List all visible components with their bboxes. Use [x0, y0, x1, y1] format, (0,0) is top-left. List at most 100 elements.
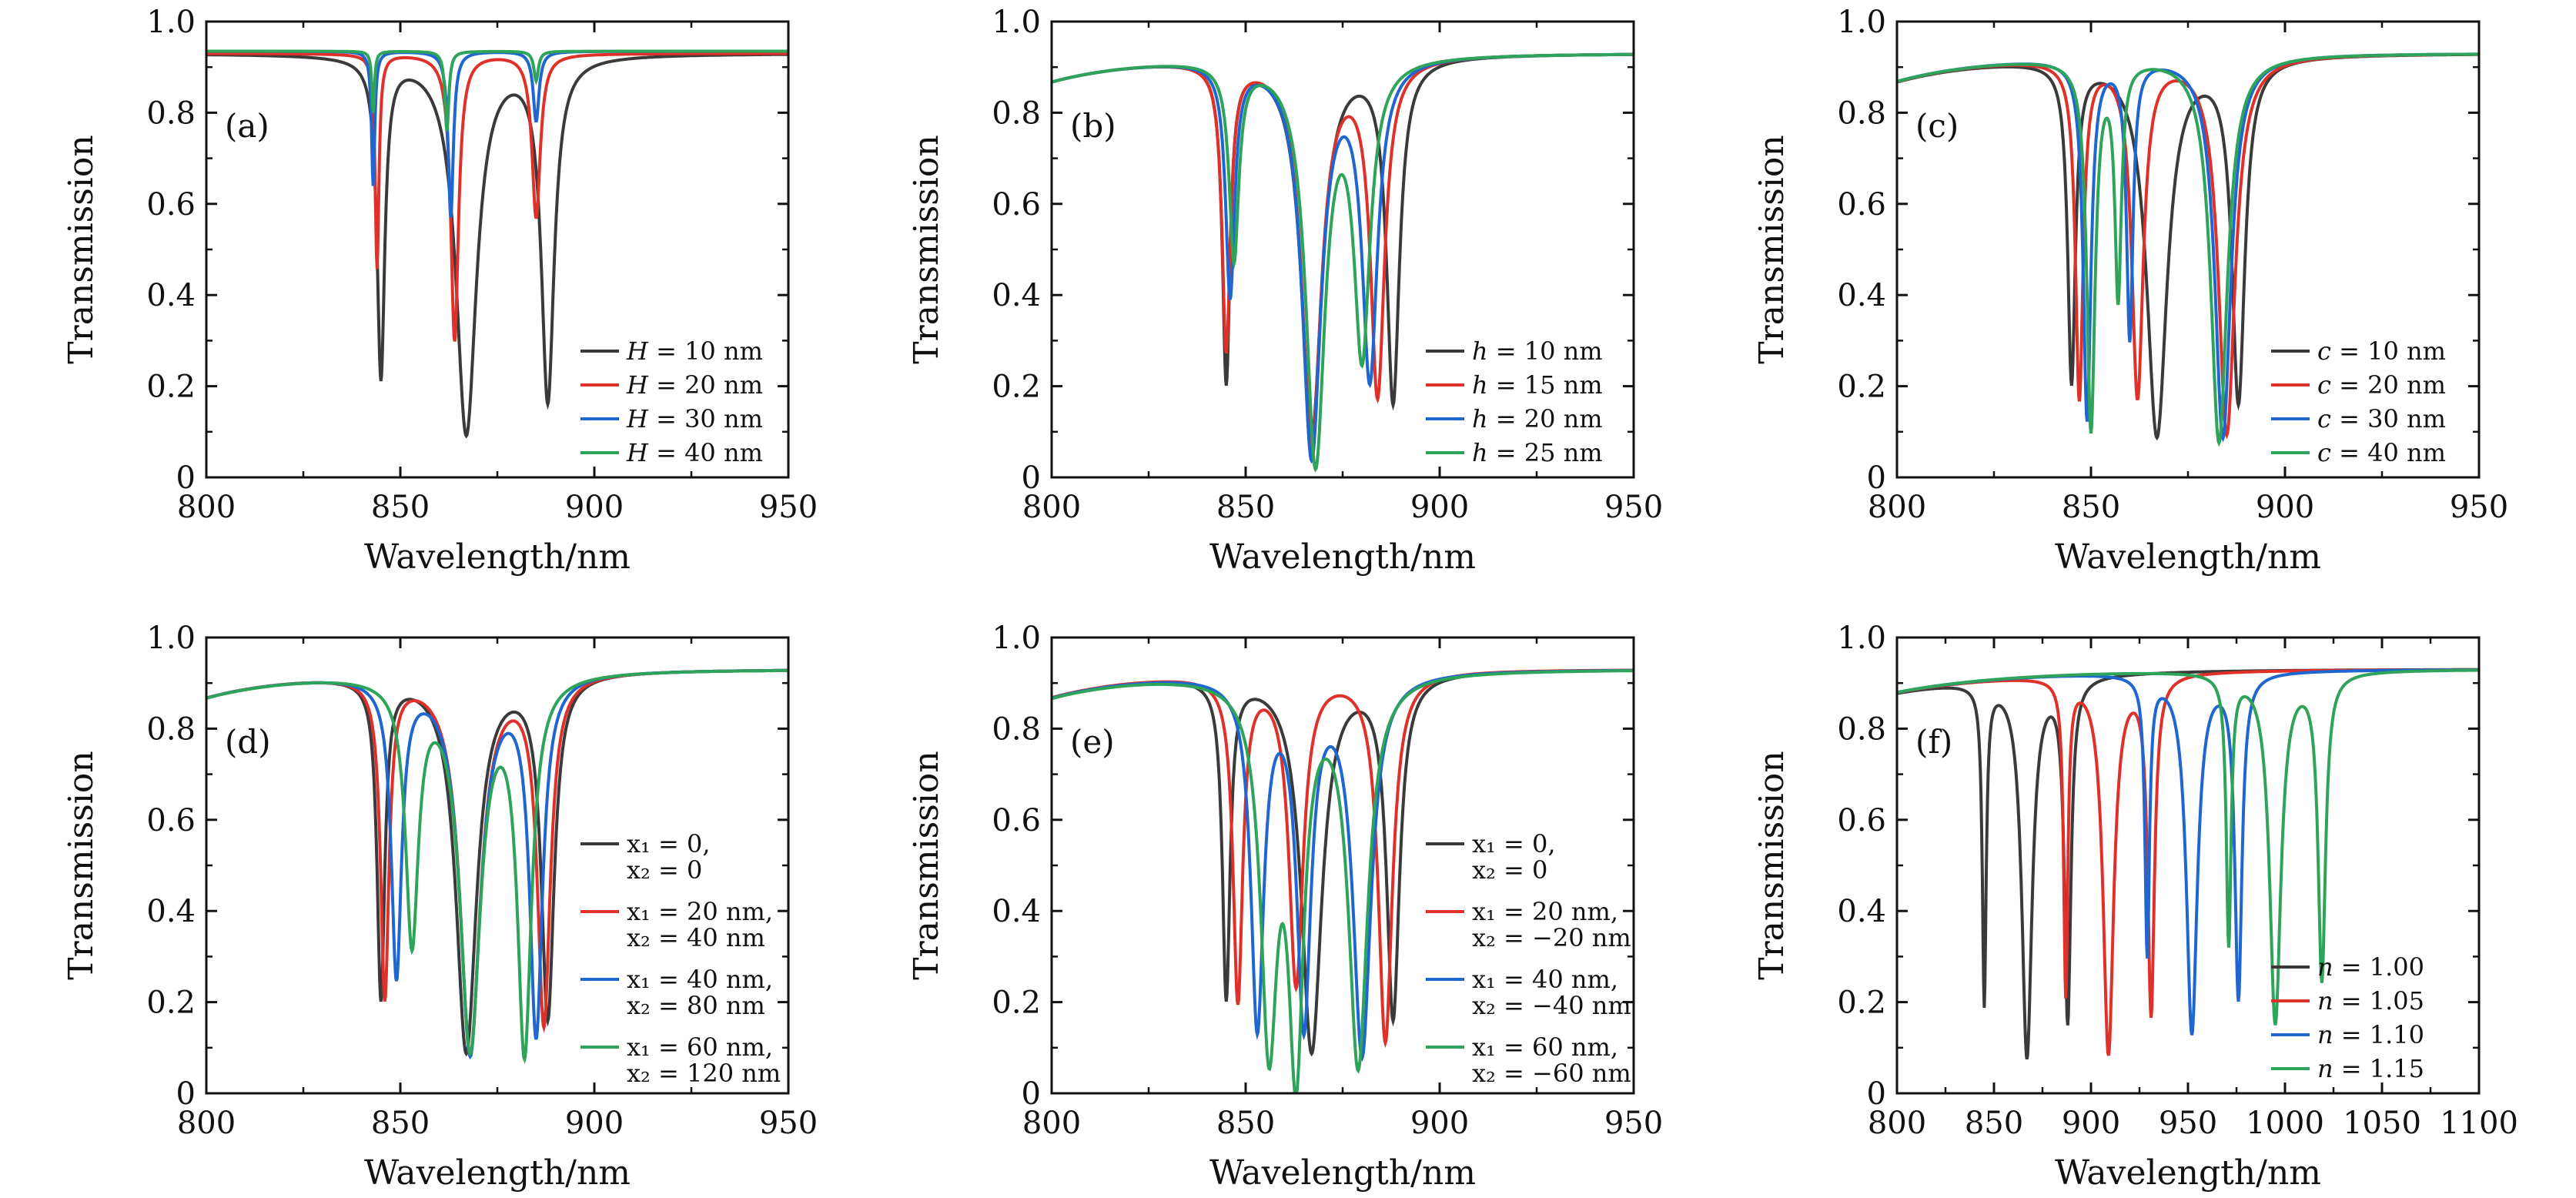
- panel-label: (d): [225, 723, 271, 761]
- chart-panel-6: 800 850 900 950 1000 1050 1100 0 0.2 0.4 0.6 0.8 1.0…: [1752, 621, 2518, 1193]
- y-tick-label: 0.2: [1837, 370, 1886, 405]
- legend-label: c = 30 nm: [2317, 404, 2446, 433]
- series-line-4: [1052, 669, 1634, 1093]
- legend-label: c = 40 nm: [2317, 438, 2446, 467]
- x-tick-label: 1100: [2440, 1106, 2518, 1141]
- x-tick-label: 850: [1216, 490, 1275, 525]
- y-tick-label: 0.8: [992, 711, 1041, 747]
- y-tick-label: 0.8: [1837, 95, 1886, 131]
- x-tick-label: 850: [1965, 1106, 2023, 1141]
- legend: n = 1.00 n = 1.05 n = 1.10 n = 1.15: [2271, 952, 2424, 1083]
- y-axis-title: Transmission: [62, 751, 101, 979]
- legend-label: H = 40 nm: [626, 438, 763, 467]
- y-tick-label: 0.4: [992, 894, 1041, 929]
- series-line-1: [206, 52, 788, 439]
- y-tick-label: 0.8: [146, 95, 196, 131]
- y-tick-label: 0: [1867, 460, 1886, 496]
- x-tick-label: 850: [2062, 490, 2120, 525]
- series-line-4: [1052, 52, 1634, 473]
- y-tick-label: 0.6: [992, 803, 1041, 838]
- y-tick-label: 0.8: [146, 711, 196, 747]
- y-axis-title: Transmission: [907, 135, 946, 363]
- y-tick-label: 0.4: [146, 894, 196, 929]
- x-axis-title: Wavelength/nm: [364, 537, 631, 577]
- legend-label-line2: x₂ = 0: [1472, 855, 1547, 885]
- y-tick-label: 1.0: [992, 5, 1041, 40]
- y-tick-label: 1.0: [1837, 5, 1886, 40]
- x-axis-title: Wavelength/nm: [364, 1153, 631, 1193]
- panel-label: (e): [1070, 723, 1115, 761]
- x-tick-label: 800: [1022, 1106, 1081, 1141]
- y-tick-label: 0.6: [146, 803, 196, 838]
- x-tick-label: 800: [1022, 490, 1081, 525]
- y-tick-label: 0.2: [146, 986, 196, 1021]
- x-tick-label: 900: [2062, 1106, 2120, 1141]
- x-tick-label: 1000: [2246, 1106, 2324, 1141]
- legend-label: n = 1.10: [2317, 1020, 2424, 1049]
- legend-label: H = 30 nm: [626, 404, 763, 433]
- y-tick-label: 0.4: [1837, 278, 1886, 313]
- legend-label: n = 1.15: [2317, 1054, 2424, 1083]
- y-tick-label: 0.4: [1837, 894, 1886, 929]
- legend-label-line1: x₁ = 40 nm,: [1472, 965, 1618, 994]
- y-tick-label: 0.4: [146, 278, 196, 313]
- x-tick-label: 950: [2450, 490, 2508, 525]
- x-axis-title: Wavelength/nm: [2055, 537, 2321, 577]
- x-tick-label: 900: [565, 490, 624, 525]
- legend-label-line2: x₂ = 40 nm: [627, 923, 765, 952]
- x-axis-title: Wavelength/nm: [1209, 537, 1476, 577]
- legend-label-line1: x₁ = 60 nm,: [627, 1032, 773, 1062]
- y-tick-label: 1.0: [146, 5, 196, 40]
- legend-label-line2: x₂ = 80 nm: [627, 991, 765, 1020]
- legend-label-line1: x₁ = 20 nm,: [1472, 897, 1618, 926]
- legend: x₁ = 0,x₂ = 0 x₁ = 20 nm,x₂ = −20 nm x₁ = …: [1426, 829, 1631, 1088]
- series-line-4: [1897, 668, 2479, 1026]
- y-tick-label: 1.0: [146, 621, 196, 656]
- x-axis-title: Wavelength/nm: [1209, 1153, 1476, 1193]
- chart-panel-4: 800 850 900 950 0 0.2 0.4 0.6 0.8 1.0 Wavelength/n…: [62, 621, 818, 1193]
- series-line-4: [1897, 52, 2479, 447]
- y-tick-label: 0: [176, 1076, 196, 1112]
- y-axis-title: Transmission: [907, 751, 946, 979]
- legend-label: n = 1.00: [2317, 952, 2424, 982]
- x-tick-label: 950: [2159, 1106, 2217, 1141]
- series-line-2: [206, 52, 788, 342]
- x-tick-label: 850: [1216, 1106, 1275, 1141]
- legend-label-line1: x₁ = 0,: [627, 829, 711, 858]
- y-tick-label: 0.8: [992, 95, 1041, 131]
- y-tick-label: 0.2: [1837, 986, 1886, 1021]
- x-tick-label: 950: [759, 490, 818, 525]
- legend-label: h = 25 nm: [1472, 438, 1603, 467]
- legend: H = 10 nm H = 20 nm H = 30 nm H = 40 nm: [580, 336, 763, 467]
- chart-panel-2: 800 850 900 950 0 0.2 0.4 0.6 0.8 1.0 Wavelength/n…: [907, 5, 1663, 577]
- legend-label-line2: x₂ = −40 nm: [1472, 991, 1631, 1020]
- x-tick-label: 950: [759, 1106, 818, 1141]
- legend-label-line1: x₁ = 0,: [1472, 829, 1556, 858]
- x-tick-label: 900: [1410, 490, 1469, 525]
- y-tick-label: 0.6: [1837, 803, 1886, 838]
- legend-label-line1: x₁ = 60 nm,: [1472, 1032, 1618, 1062]
- panel-label: (a): [225, 107, 269, 145]
- x-tick-label: 850: [371, 490, 430, 525]
- y-tick-label: 0.6: [146, 187, 196, 223]
- x-tick-label: 1050: [2343, 1106, 2421, 1141]
- y-tick-label: 1.0: [1837, 621, 1886, 656]
- legend: c = 10 nm c = 20 nm c = 30 nm c = 40 nm: [2271, 336, 2446, 467]
- y-tick-label: 0: [1867, 1076, 1886, 1112]
- y-tick-label: 0.2: [992, 370, 1041, 405]
- panel-label: (b): [1070, 107, 1116, 145]
- panel-label: (c): [1915, 107, 1959, 145]
- x-tick-label: 800: [1868, 490, 1926, 525]
- y-tick-label: 0: [1022, 460, 1041, 496]
- y-axis-title: Transmission: [62, 135, 101, 363]
- y-tick-label: 0.2: [992, 986, 1041, 1021]
- x-tick-label: 900: [2256, 490, 2314, 525]
- x-tick-label: 900: [1410, 1106, 1469, 1141]
- legend-label-line2: x₂ = 0: [627, 855, 702, 885]
- legend-label: H = 20 nm: [626, 370, 763, 400]
- y-tick-label: 0: [1022, 1076, 1041, 1112]
- x-tick-label: 900: [565, 1106, 624, 1141]
- y-axis-title: Transmission: [1752, 135, 1791, 363]
